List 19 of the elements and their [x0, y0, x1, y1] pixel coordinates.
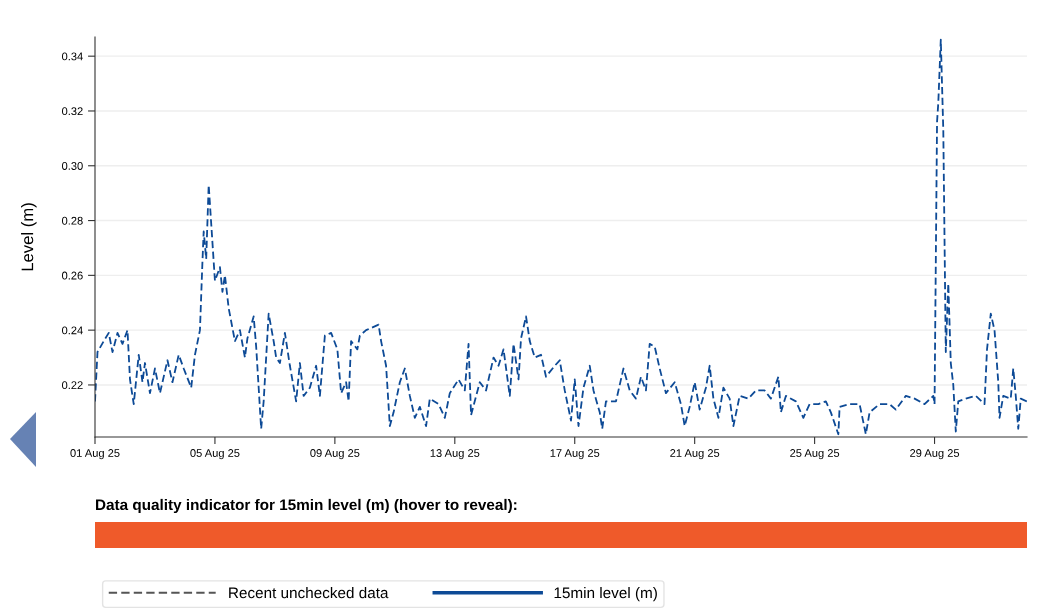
x-tick-label: 29 Aug 25	[910, 449, 960, 460]
y-tick-label: 0.22	[62, 381, 83, 390]
x-tick-label: 25 Aug 25	[790, 449, 840, 460]
y-axis-title: Level (m)	[21, 203, 37, 271]
x-tick-label: 05 Aug 25	[190, 449, 240, 460]
y-tick-label: 0.32	[62, 107, 83, 116]
y-tick-label: 0.26	[62, 271, 83, 280]
text: Recent unchecked data	[229, 587, 389, 599]
y-tick-label: 0.28	[62, 216, 83, 225]
y-tick-label: 0.30	[62, 162, 83, 170]
x-tick-label: 21 Aug 25	[670, 449, 720, 460]
x-tick-label: 13 Aug 25	[430, 449, 480, 460]
y-tick-label: 0.34	[62, 52, 83, 61]
text: Data quality indicator for 15min level (m) (hover to reveal):	[96, 498, 517, 514]
x-tick-label: 09 Aug 25	[310, 449, 360, 460]
x-tick-label: 01 Aug 25	[70, 449, 120, 460]
text: 15min level (m)	[554, 587, 657, 602]
y-tick-label: 0.24	[62, 326, 83, 335]
x-tick-label: 17 Aug 25	[550, 449, 600, 460]
